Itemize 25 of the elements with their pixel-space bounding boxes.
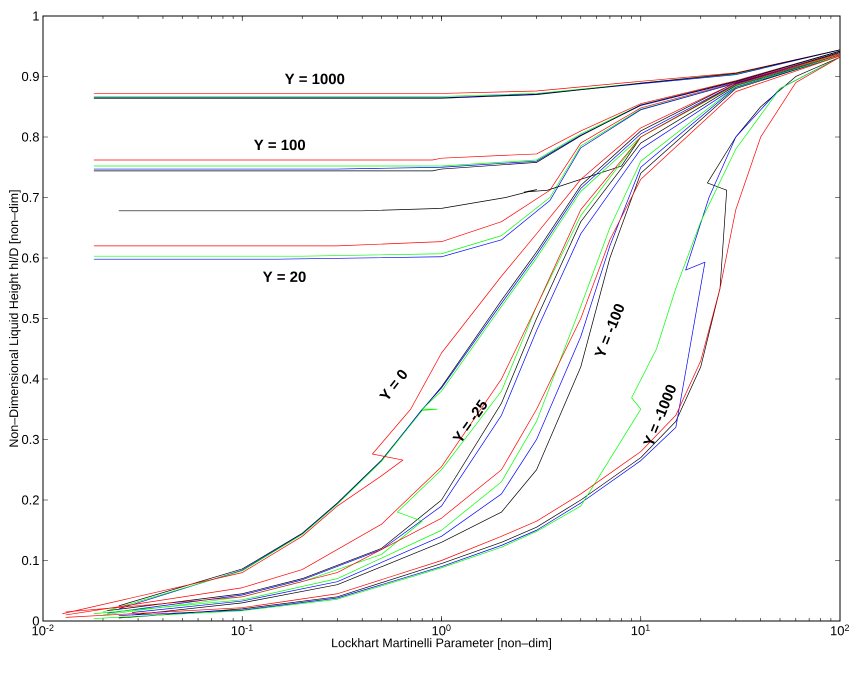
x-tick-label: 10$^{2}$ bbox=[831, 624, 850, 636]
annotation: Y = 0 bbox=[378, 370, 407, 400]
x-tick-label: 10$^{1}$ bbox=[632, 624, 650, 636]
y-tick-label: 0.2 bbox=[22, 495, 39, 505]
y-tick-label: 0.9 bbox=[22, 72, 39, 82]
y-tick-label: 0.5 bbox=[22, 314, 39, 324]
y-tick-label: 1 bbox=[33, 12, 39, 20]
annotation: Y = 1000 bbox=[284, 74, 344, 84]
x-tick-label: 10$^{-2}$ bbox=[32, 624, 54, 636]
y-tick-label: 0.4 bbox=[22, 374, 40, 384]
x-tick-label: 10$^{0}$ bbox=[432, 624, 451, 636]
y-tick-label: 0.3 bbox=[22, 434, 39, 444]
y-tick-label: 0 bbox=[32, 616, 39, 626]
x-axis-title: Lockhart Martinelli Parameter [non–dim] bbox=[332, 638, 551, 650]
y-tick-label: 0.1 bbox=[22, 556, 39, 566]
annotation: Y = -25 bbox=[452, 399, 487, 441]
annotation: Y = -100 bbox=[594, 304, 624, 356]
x-tick-label: 10$^{-1}$ bbox=[232, 624, 253, 636]
y-axis-title: Non–Dimensional Liquid Height hl/D [non–dim] bbox=[9, 190, 21, 447]
annotation: Y = 20 bbox=[262, 271, 306, 282]
annotation: Y = -1000 bbox=[643, 384, 676, 444]
y-tick-label: 0.7 bbox=[22, 192, 39, 202]
annotation: Y = 100 bbox=[254, 140, 306, 150]
y-tick-label: 0.8 bbox=[22, 132, 39, 142]
y-tick-label: 0.6 bbox=[22, 253, 39, 263]
